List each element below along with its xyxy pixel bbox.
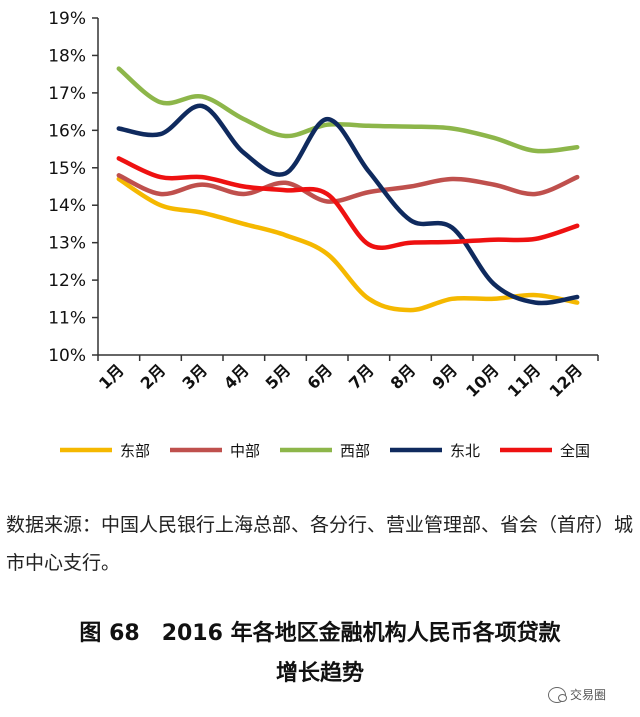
x-tick-label: 7月 [345, 360, 378, 393]
y-tick-label: 13% [48, 234, 86, 254]
x-tick-label: 2月 [137, 360, 170, 393]
series-line-1 [116, 173, 580, 204]
y-tick-label: 12% [48, 271, 86, 291]
legend: 东部 中部 西部 东北 全国 [60, 442, 590, 460]
line-chart: 10% 11% 12% 13% 14% 15% 16% 17% 18% 19% 1月 2月 3月 4月 5… [48, 9, 599, 460]
chat-bubble-icon [548, 686, 567, 703]
caption-title-line-1: 2016 年各地区金融机构人民币各项贷款 [161, 621, 561, 646]
x-tick-label: 1月 [95, 360, 128, 393]
legend-label-4: 全国 [560, 442, 590, 460]
x-tick-label: 3月 [178, 360, 211, 393]
y-tick-label: 17% [48, 84, 86, 104]
legend-label-2: 西部 [340, 442, 370, 460]
x-tick-label: 5月 [262, 360, 295, 393]
y-tick-label: 16% [48, 121, 86, 141]
x-axis: 1月 2月 3月 4月 5月 6月 7月 8月 9月 10月 11月 12月 [95, 354, 599, 401]
figure-caption: 图 68 2016 年各地区金融机构人民币各项贷款 增长趋势 [0, 614, 640, 694]
y-tick-label: 11% [48, 309, 86, 329]
y-tick-label: 18% [48, 46, 86, 66]
caption-line-1: 图 68 2016 年各地区金融机构人民币各项贷款 [0, 614, 640, 654]
caption-title-line-2: 增长趋势 [275, 661, 364, 686]
x-tick-label: 8月 [387, 360, 420, 393]
y-tick-label: 14% [48, 196, 86, 216]
y-tick-label: 19% [48, 9, 86, 29]
x-tick-label: 9月 [428, 360, 461, 393]
y-axis: 10% 11% 12% 13% 14% 15% 16% 17% 18% 19% [48, 9, 99, 366]
series-lines [116, 66, 580, 313]
series-line-4 [116, 156, 580, 250]
series-line-0 [116, 176, 580, 313]
series-line-2 [116, 66, 580, 154]
legend-label-0: 东部 [120, 442, 150, 460]
x-tick-label: 12月 [545, 360, 586, 401]
figure-number: 图 68 [79, 621, 140, 646]
y-tick-label: 10% [48, 346, 86, 366]
x-tick-label: 10月 [462, 360, 503, 401]
x-tick-label: 4月 [220, 360, 253, 393]
data-source-note: 数据来源：中国人民银行上海总部、各分行、营业管理部、省会（首府）城市中心支行。 [6, 514, 634, 574]
watermark: 交易圈 [548, 686, 606, 703]
watermark-text: 交易圈 [570, 688, 607, 702]
legend-label-1: 中部 [230, 442, 260, 460]
legend-label-3: 东北 [450, 442, 480, 460]
series-line-3 [116, 103, 580, 306]
x-tick-label: 11月 [504, 360, 545, 401]
y-tick-label: 15% [48, 159, 86, 179]
x-tick-label: 6月 [303, 360, 336, 393]
